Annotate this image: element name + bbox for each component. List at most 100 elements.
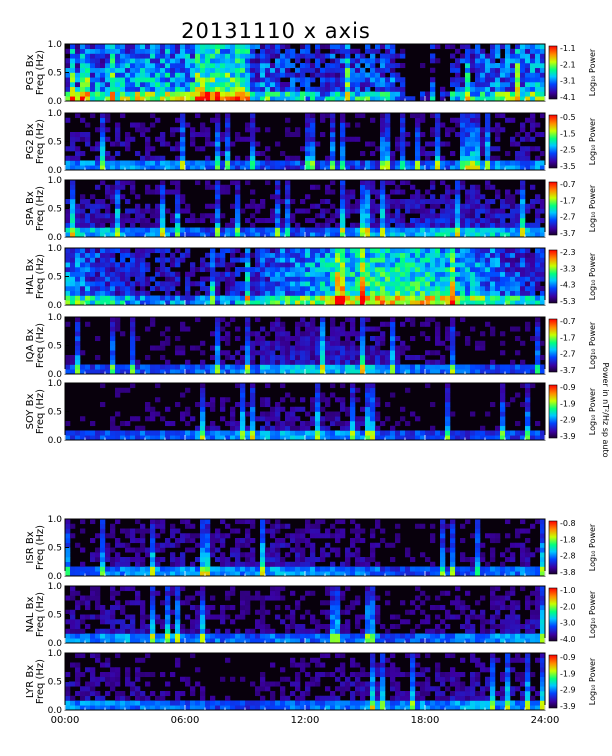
spectrogram-cell	[505, 222, 511, 228]
spectrogram-cell	[175, 184, 181, 190]
spectrogram-cell	[235, 364, 241, 370]
spectrogram-cell	[225, 227, 231, 233]
spectrogram-cell	[425, 321, 431, 327]
spectrogram-cell	[260, 77, 266, 83]
spectrogram-cell	[90, 290, 96, 296]
spectrogram-cell	[325, 184, 331, 190]
spectrogram-cell	[340, 300, 346, 306]
spectrogram-cell	[475, 232, 481, 238]
spectrogram-cell	[90, 208, 96, 214]
spectrogram-cell	[235, 184, 241, 190]
spectrogram-cell	[240, 355, 246, 361]
spectrogram-cell	[80, 160, 86, 166]
spectrogram-cell	[465, 122, 471, 128]
spectrogram-cell	[380, 271, 386, 277]
spectrogram-cell	[445, 290, 451, 296]
spectrogram-cell	[515, 364, 521, 370]
spectrogram-cell	[380, 369, 386, 375]
spectrogram-cell	[540, 151, 546, 157]
spectrogram-cell	[330, 326, 336, 332]
spectrogram-cell	[225, 262, 231, 268]
spectrogram-cell	[110, 91, 116, 97]
spectrogram-cell	[535, 86, 541, 92]
spectrogram-cell	[70, 290, 76, 296]
spectrogram-cell	[215, 321, 221, 327]
spectrogram-cell	[535, 248, 541, 254]
spectrogram-cell	[460, 227, 466, 233]
spectrogram-cell	[85, 271, 91, 277]
spectrogram-cell	[65, 547, 71, 553]
spectrogram-cell	[120, 218, 126, 224]
spectrogram-cell	[115, 538, 121, 544]
spectrogram-cell	[135, 77, 141, 83]
spectrogram-cell	[360, 359, 366, 365]
spectrogram-cell	[460, 180, 466, 186]
spectrogram-cell	[475, 132, 481, 138]
spectrogram-cell	[245, 96, 251, 102]
spectrogram-cell	[310, 435, 316, 441]
spectrogram-cell	[320, 248, 326, 254]
spectrogram-cell	[165, 67, 171, 73]
spectrogram-cell	[90, 203, 96, 209]
spectrogram-cell	[145, 96, 151, 102]
spectrogram-cell	[440, 300, 446, 306]
spectrogram-cell	[465, 290, 471, 296]
spectrogram-cell	[385, 257, 391, 263]
spectrogram-cell	[290, 416, 296, 422]
spectrogram-cell	[175, 430, 181, 436]
spectrogram-cell	[290, 252, 296, 258]
spectrogram-cell	[80, 276, 86, 282]
spectrogram-cell	[365, 286, 371, 292]
spectrogram-cell	[390, 227, 396, 233]
spectrogram-cell	[170, 132, 176, 138]
spectrogram-cell	[300, 281, 306, 287]
spectrogram-cell	[385, 290, 391, 296]
spectrogram-cell	[125, 300, 131, 306]
spectrogram-cell	[165, 421, 171, 427]
spectrogram-cell	[95, 213, 101, 219]
spectrogram-cell	[220, 63, 226, 69]
spectrogram-cell	[395, 345, 401, 351]
spectrogram-cell	[325, 402, 331, 408]
spectrogram-cell	[220, 91, 226, 97]
spectrogram-cell	[90, 262, 96, 268]
spectrogram-cell	[110, 533, 116, 539]
spectrogram-cell	[380, 286, 386, 292]
spectrogram-cell	[405, 248, 411, 254]
spectrogram-cell	[135, 44, 141, 50]
spectrogram-cell	[215, 286, 221, 292]
spectrogram-cell	[355, 416, 361, 422]
spectrogram-cell	[245, 48, 251, 54]
spectrogram-cell	[325, 416, 331, 422]
spectrogram-cell	[235, 336, 241, 342]
spectrogram-cell	[220, 72, 226, 78]
spectrogram-cell	[245, 180, 251, 186]
spectrogram-cell	[130, 53, 136, 59]
spectrogram-cell	[135, 53, 141, 59]
spectrogram-cell	[410, 271, 416, 277]
spectrogram-cell	[535, 96, 541, 102]
spectrogram-cell	[80, 86, 86, 92]
spectrogram-cell	[265, 359, 271, 365]
spectrogram-cell	[360, 364, 366, 370]
spectrogram-cell	[395, 184, 401, 190]
spectrogram-cell	[275, 82, 281, 88]
spectrogram-cell	[250, 82, 256, 88]
y-tick-label: 1.0	[48, 313, 63, 323]
spectrogram-cell	[145, 430, 151, 436]
spectrogram-cell	[375, 281, 381, 287]
spectrogram-cell	[395, 222, 401, 228]
spectrogram-cell	[145, 571, 151, 577]
spectrogram-cell	[140, 72, 146, 78]
spectrogram-cell	[255, 82, 261, 88]
spectrogram-cell	[450, 91, 456, 97]
spectrogram-cell	[280, 336, 286, 342]
spectrogram-cell	[460, 146, 466, 152]
spectrogram-cell	[250, 425, 256, 431]
colorbar	[548, 249, 558, 304]
spectrogram-cell	[175, 538, 181, 544]
spectrogram-cell	[205, 232, 211, 238]
spectrogram-cell	[155, 184, 161, 190]
spectrogram-cell	[465, 91, 471, 97]
spectrogram-cell	[220, 53, 226, 59]
